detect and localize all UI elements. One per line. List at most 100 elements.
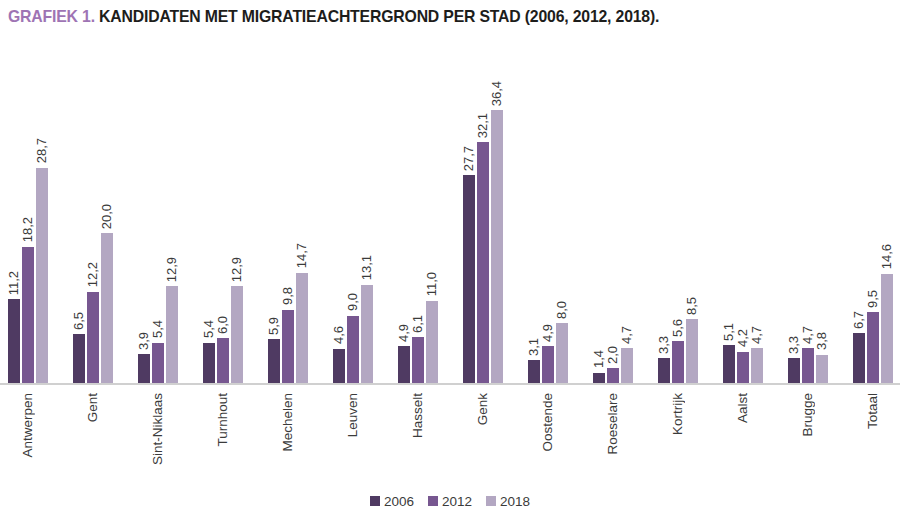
bar-2012-leuven [347,316,359,384]
value-label-2012-roeselare: 2,0 [604,346,622,364]
bar-2018-totaal [881,274,893,384]
value-label-2018-sint-niklaas: 12,9 [163,257,181,282]
chart-title-prefix: GRAFIEK 1. [8,7,95,26]
bar-2012-genk [477,142,489,383]
bar-2006-hasselt [398,346,410,383]
bar-2018-gent [101,233,113,383]
category-label-aalst: Aalst [734,393,752,423]
category-label-mechelen: Mechelen [279,393,297,452]
category-label-genk: Genk [474,393,492,425]
value-label-2006-antwerpen: 11,2 [5,271,23,295]
value-label-2018-antwerpen: 28,7 [33,138,51,163]
value-label-2006-totaal: 6,7 [850,311,868,329]
value-label-2012-turnhout: 6,0 [214,316,232,334]
bar-2018-leuven [361,285,373,383]
legend-item-2012: 2012 [428,494,472,509]
value-label-2018-gent: 20,0 [98,204,116,229]
value-label-2006-gent: 6,5 [70,312,88,330]
bar-2006-turnhout [203,343,215,384]
bar-2006-antwerpen [8,299,20,383]
bar-2006-kortrijk [658,358,670,383]
category-label-totaal: Totaal [864,393,882,429]
category-label-roeselare: Roeselare [604,393,622,455]
bar-2006-leuven [333,349,345,384]
bar-2012-kortrijk [672,341,684,383]
value-label-2012-oostende: 4,9 [539,324,557,342]
value-label-2018-turnhout: 12,9 [228,257,246,282]
category-label-hasselt: Hasselt [409,393,427,438]
value-label-2012-kortrijk: 5,6 [669,319,687,337]
bar-2012-brugge [802,348,814,383]
value-label-2012-sint-niklaas: 5,4 [149,320,167,338]
bar-2012-mechelen [282,310,294,384]
bar-2006-mechelen [268,339,280,383]
legend-swatch-2018 [486,496,496,506]
category-label-antwerpen: Antwerpen [19,393,37,458]
bar-2006-sint-niklaas [138,354,150,383]
category-label-sint-niklaas: Sint-Niklaas [149,393,167,465]
legend-label-2018: 2018 [500,494,530,509]
value-label-2012-leuven: 9,0 [344,293,362,311]
bar-2006-brugge [788,358,800,383]
value-label-2006-mechelen: 5,9 [265,317,283,335]
category-label-brugge: Brugge [799,393,817,437]
value-label-2018-brugge: 3,8 [813,332,831,350]
bar-2006-aalst [723,345,735,383]
plot-area: 11,218,228,76,512,220,03,95,412,95,46,01… [0,70,900,385]
bar-2018-roeselare [621,348,633,383]
bar-2012-hasselt [412,337,424,383]
bar-2012-turnhout [217,338,229,383]
value-label-2018-leuven: 13,1 [358,255,376,280]
value-label-2012-totaal: 9,5 [864,290,882,308]
bar-2006-roeselare [593,373,605,384]
legend-item-2006: 2006 [370,494,414,509]
value-label-2018-roeselare: 4,7 [618,326,636,344]
bar-2018-brugge [816,355,828,384]
bar-2018-turnhout [231,286,243,383]
value-label-2018-genk: 36,4 [488,81,506,106]
legend: 2006 2012 2018 [0,492,900,510]
legend-item-2018: 2018 [486,494,530,509]
bar-2018-kortrijk [686,319,698,383]
bar-2012-antwerpen [22,247,34,384]
category-label-turnhout: Turnhout [214,393,232,447]
bar-2006-totaal [853,333,865,383]
category-label-oostende: Oostende [539,393,557,452]
value-label-2012-gent: 12,2 [84,262,102,287]
chart-canvas: GRAFIEK 1. KANDIDATEN MET MIGRATIEACHTER… [0,0,900,523]
bar-2018-genk [491,110,503,383]
bar-2018-mechelen [296,273,308,383]
legend-swatch-2012 [428,496,438,506]
value-label-2018-mechelen: 14,7 [293,243,311,268]
bar-2006-gent [73,334,85,383]
bar-2012-oostende [542,346,554,383]
value-label-2018-oostende: 8,0 [553,301,571,319]
bar-2012-aalst [737,352,749,384]
value-label-2018-aalst: 4,7 [748,326,766,344]
value-label-2012-genk: 32,1 [474,113,492,138]
bar-2018-aalst [751,348,763,383]
value-label-2012-hasselt: 6,1 [409,315,427,333]
x-axis-labels: AntwerpenGentSint-NiklaasTurnhoutMechele… [0,393,900,485]
category-label-leuven: Leuven [344,393,362,437]
value-label-2018-hasselt: 11,0 [423,272,441,296]
bar-2018-sint-niklaas [166,286,178,383]
value-label-2012-antwerpen: 18,2 [19,217,37,242]
value-label-2006-kortrijk: 3,3 [655,336,673,354]
legend-label-2012: 2012 [442,494,472,509]
legend-label-2006: 2006 [384,494,414,509]
bar-2006-genk [463,175,475,383]
chart-title-text: KANDIDATEN MET MIGRATIEACHTERGROND PER S… [95,7,659,26]
value-label-2006-leuven: 4,6 [330,326,348,344]
bar-2012-totaal [867,312,879,383]
bar-2018-antwerpen [36,168,48,383]
legend-swatch-2006 [370,496,380,506]
bar-2012-gent [87,292,99,384]
chart-title: GRAFIEK 1. KANDIDATEN MET MIGRATIEACHTER… [8,7,659,27]
bar-2012-sint-niklaas [152,343,164,384]
category-label-kortrijk: Kortrijk [669,393,687,435]
bar-2018-oostende [556,323,568,383]
value-label-2018-kortrijk: 8,5 [683,297,701,315]
value-label-2006-genk: 27,7 [460,146,478,171]
bar-2006-oostende [528,360,540,383]
